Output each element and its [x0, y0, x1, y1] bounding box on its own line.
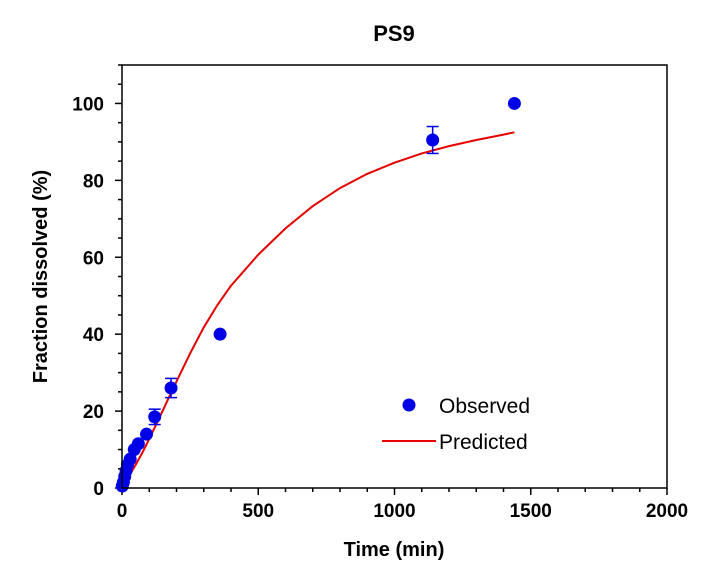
x-tick-label: 1500: [510, 501, 552, 522]
observed-point: [507, 96, 521, 110]
legend-observed-marker: [402, 398, 416, 412]
y-tick-label: 20: [83, 402, 104, 423]
observed-point: [148, 410, 162, 424]
y-tick-label: 40: [83, 325, 104, 346]
y-tick-label: 0: [93, 479, 104, 500]
x-tick-label: 500: [242, 501, 274, 522]
predicted-line: [121, 131, 515, 489]
y-tick-label: 60: [83, 248, 104, 269]
observed-point: [213, 327, 227, 341]
x-tick-label: 1000: [373, 501, 415, 522]
x-tick-label: 2000: [646, 501, 688, 522]
x-tick-label: 0: [117, 501, 128, 522]
y-axis-label: Fraction dissolved (%): [30, 170, 52, 383]
chart-title: PS9: [373, 21, 415, 46]
observed-point: [426, 133, 440, 147]
y-tick-label: 80: [83, 171, 104, 192]
observed-point: [140, 427, 154, 441]
observed-point: [131, 437, 145, 451]
legend-predicted-label: Predicted: [439, 431, 528, 454]
x-axis-label: Time (min): [344, 539, 445, 561]
legend-observed-label: Observed: [439, 395, 530, 418]
observed-point: [164, 381, 178, 395]
y-tick-label: 100: [72, 94, 104, 115]
legend: Observed Predicted: [382, 395, 530, 454]
plot-frame: [121, 64, 668, 489]
